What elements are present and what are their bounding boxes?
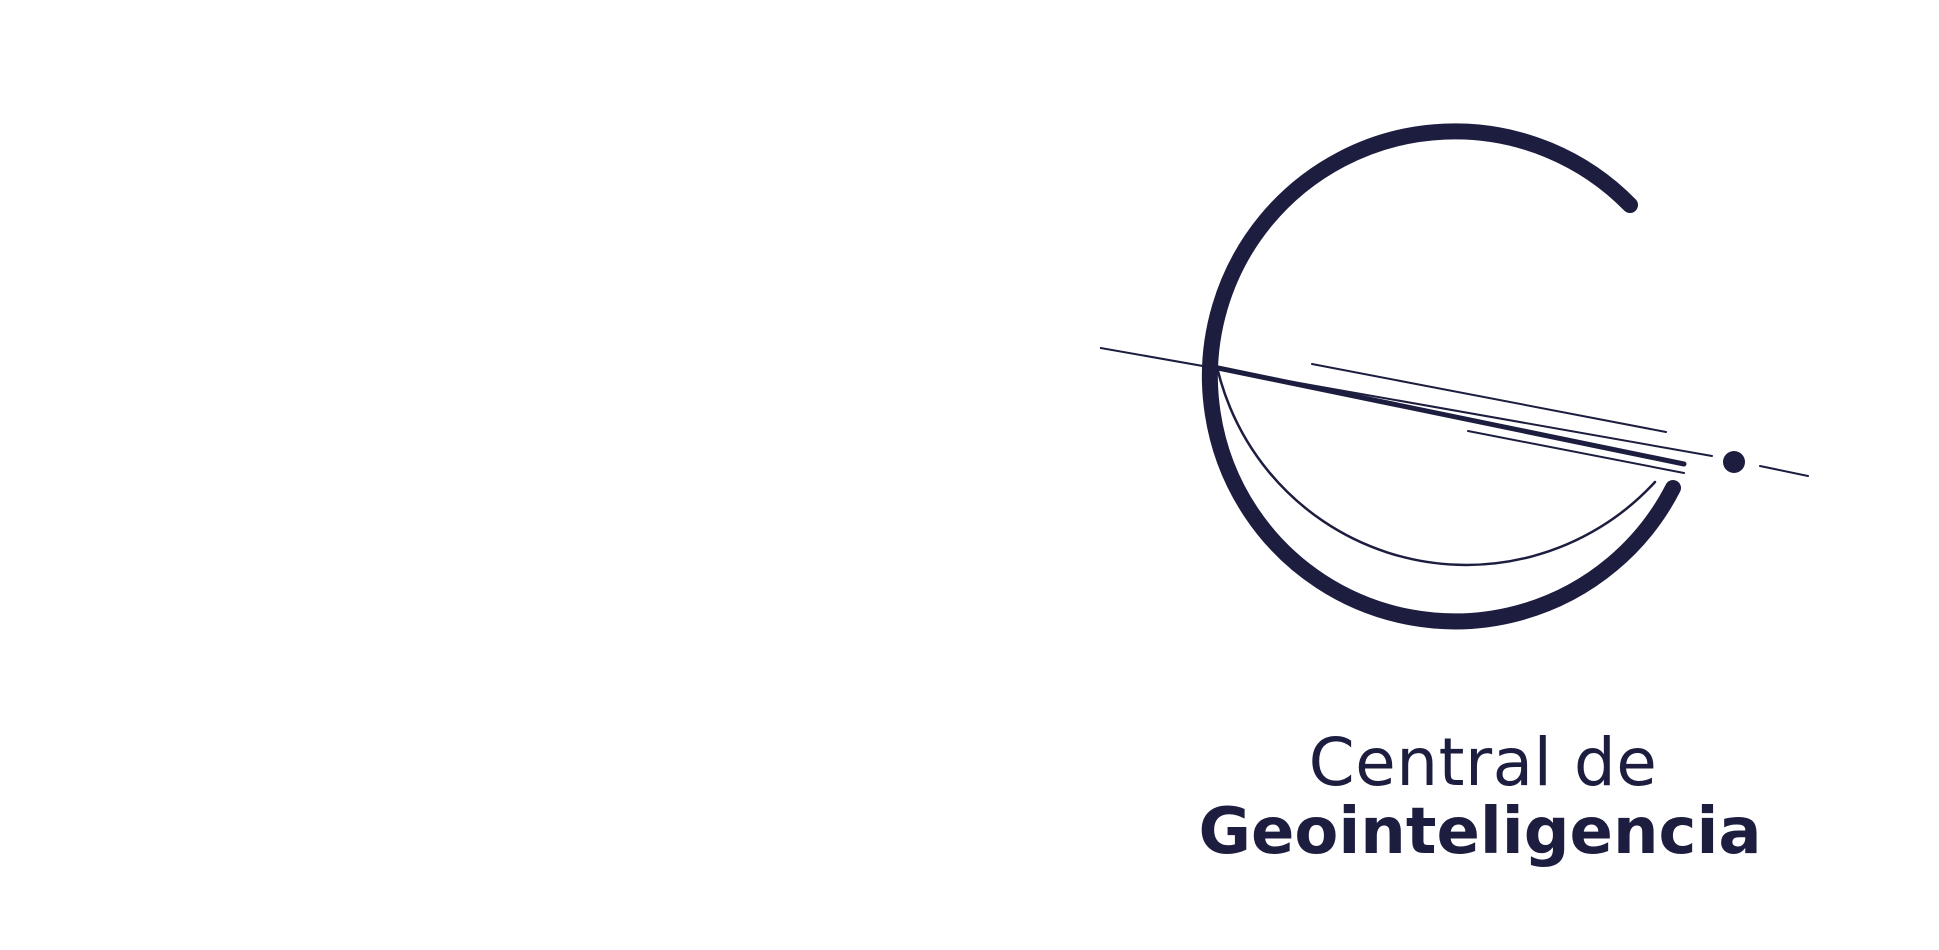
brand-wordmark: Central de Geointeligencia bbox=[1180, 724, 1780, 869]
planet-orbit-g-logo-icon bbox=[1100, 123, 1809, 630]
brand-name-line1: Central de bbox=[1308, 724, 1658, 801]
brand-name-line2: Geointeligencia bbox=[1198, 795, 1762, 869]
